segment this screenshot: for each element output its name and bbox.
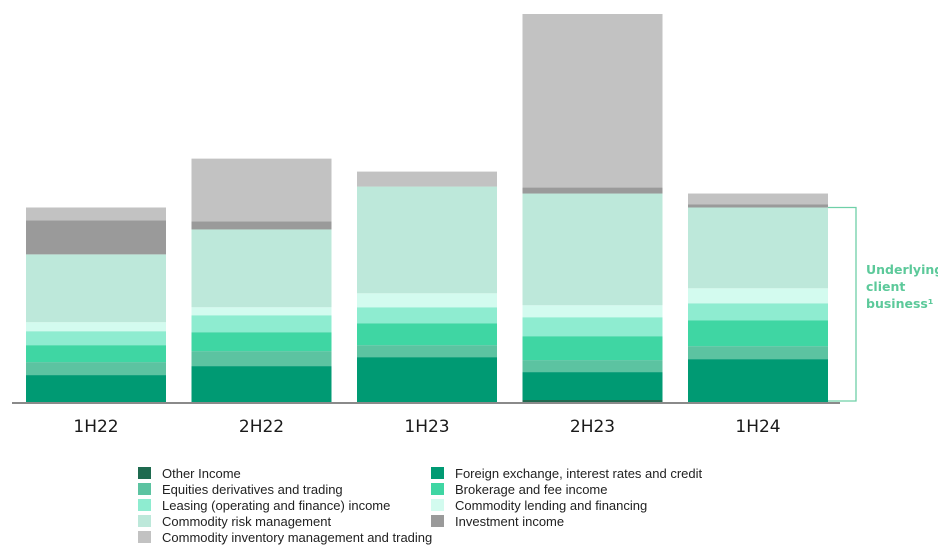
- bar-segment-2h22-brokerage-and-fee-income: [191, 332, 332, 352]
- bar-segment-1h22-commodity-risk-management: [26, 254, 166, 323]
- bar-segment-2h23-commodity-lending-and-financing: [522, 305, 663, 318]
- legend-swatch-commodity-inventory-management-and-trading: [138, 531, 151, 543]
- bar-segment-1h22-foreign-exchange-interest-rates-and-credit: [26, 375, 166, 403]
- legend-swatch-leasing-operating-and-finance-income: [138, 499, 151, 511]
- bar-segment-2h22-leasing-operating-and-finance-income: [191, 315, 332, 333]
- bar-segment-2h23-equities-derivatives-and-trading: [522, 360, 663, 373]
- legend-label: Commodity lending and financing: [455, 498, 647, 513]
- legend-swatch-investment-income: [431, 515, 444, 527]
- legend-label: Leasing (operating and finance) income: [162, 498, 390, 513]
- legend-swatch-foreign-exchange-interest-rates-and-credit: [431, 467, 444, 479]
- bar-segment-1h23-leasing-operating-and-finance-income: [357, 307, 497, 324]
- x-tick-labels: 1H22 2H22 1H23 2H23 1H24: [73, 417, 780, 437]
- legend-label: Foreign exchange, interest rates and cre…: [455, 466, 703, 481]
- bar-segment-1h22-brokerage-and-fee-income: [26, 345, 166, 363]
- legend-label: Equities derivatives and trading: [162, 482, 343, 497]
- bar-segment-2h23-other-income: [522, 400, 663, 403]
- bar-segment-1h23-commodity-lending-and-financing: [357, 293, 497, 308]
- bar-segment-1h22-equities-derivatives-and-trading: [26, 362, 166, 376]
- bar-segment-2h23-leasing-operating-and-finance-income: [522, 317, 663, 337]
- legend-label: Brokerage and fee income: [455, 482, 607, 497]
- bar-segment-2h22-equities-derivatives-and-trading: [191, 351, 332, 367]
- bar-segment-2h22-commodity-lending-and-financing: [191, 307, 332, 316]
- bar-segment-2h22-commodity-risk-management: [191, 229, 332, 308]
- x-tick-label: 1H24: [735, 417, 780, 437]
- legend-swatch-equities-derivatives-and-trading: [138, 483, 151, 495]
- bar-segment-1h24-equities-derivatives-and-trading: [688, 346, 828, 360]
- bar-segment-1h24-commodity-lending-and-financing: [688, 288, 828, 304]
- bracket-label-line: client: [866, 279, 905, 294]
- bar-segment-2h23-commodity-risk-management: [522, 193, 663, 306]
- legend-swatch-brokerage-and-fee-income: [431, 483, 444, 495]
- x-tick-label: 1H23: [404, 417, 449, 437]
- bar-segment-1h24-leasing-operating-and-finance-income: [688, 303, 828, 321]
- bar-segment-1h22-investment-income: [26, 220, 166, 255]
- bar-segment-1h22-commodity-lending-and-financing: [26, 322, 166, 332]
- bars-group: [26, 14, 828, 403]
- bar-segment-2h23-brokerage-and-fee-income: [522, 336, 663, 361]
- bar-segment-1h24-foreign-exchange-interest-rates-and-credit: [688, 359, 828, 403]
- legend-label: Commodity inventory management and tradi…: [162, 530, 432, 545]
- bar-segment-2h23-foreign-exchange-interest-rates-and-credit: [522, 372, 663, 401]
- x-tick-label: 1H22: [73, 417, 118, 437]
- x-tick-label: 2H22: [239, 417, 284, 437]
- x-tick-label: 2H23: [570, 417, 615, 437]
- bar-segment-1h23-brokerage-and-fee-income: [357, 323, 497, 346]
- bar-segment-2h22-commodity-inventory-management-and-trading: [191, 158, 332, 222]
- bar-segment-1h24-commodity-inventory-management-and-trading: [688, 193, 828, 205]
- bar-segment-1h24-investment-income: [688, 204, 828, 208]
- legend-swatch-commodity-lending-and-financing: [431, 499, 444, 511]
- bar-segment-2h23-investment-income: [522, 187, 663, 194]
- bar-segment-1h24-commodity-risk-management: [688, 207, 828, 289]
- bar-segment-2h23-commodity-inventory-management-and-trading: [522, 14, 663, 188]
- legend-swatch-other-income: [138, 467, 151, 479]
- legend-label: Other Income: [162, 466, 241, 481]
- bar-segment-1h23-foreign-exchange-interest-rates-and-credit: [357, 357, 497, 403]
- bar-segment-1h23-equities-derivatives-and-trading: [357, 345, 497, 358]
- bracket-label-line: business¹: [866, 296, 933, 311]
- bar-segment-2h22-investment-income: [191, 221, 332, 230]
- bracket-label-line: Underlying: [866, 262, 938, 277]
- legend-label: Commodity risk management: [162, 514, 331, 529]
- bracket-line: [828, 206, 857, 402]
- bar-segment-1h22-leasing-operating-and-finance-income: [26, 331, 166, 346]
- underlying-client-business-bracket: Underlying client business¹: [828, 206, 938, 402]
- legend-swatch-commodity-risk-management: [138, 515, 151, 527]
- legend-label: Investment income: [455, 514, 564, 529]
- bar-segment-1h23-commodity-inventory-management-and-trading: [357, 171, 497, 187]
- bar-segment-2h22-foreign-exchange-interest-rates-and-credit: [191, 366, 332, 403]
- bar-segment-1h24-brokerage-and-fee-income: [688, 320, 828, 347]
- bar-segment-1h23-commodity-risk-management: [357, 186, 497, 294]
- bar-segment-1h22-commodity-inventory-management-and-trading: [26, 207, 166, 221]
